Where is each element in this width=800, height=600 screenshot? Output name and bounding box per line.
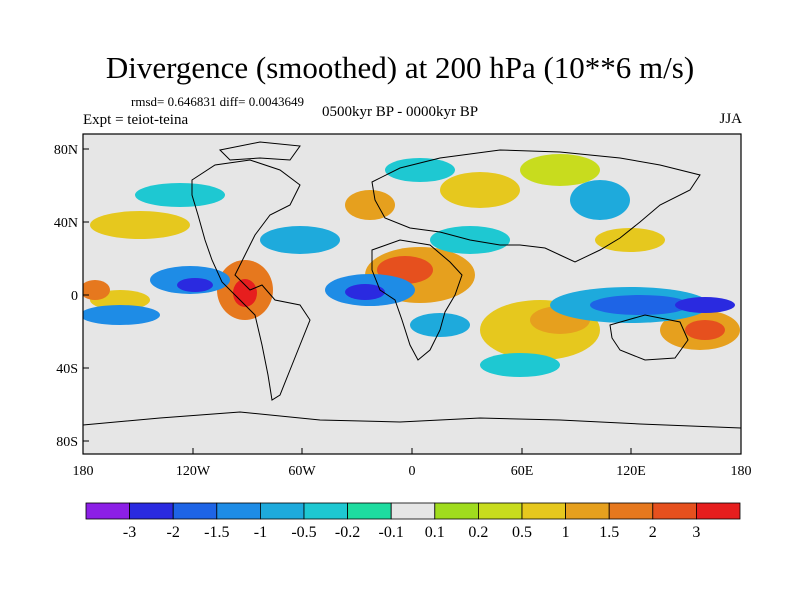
divergence-patch (233, 279, 257, 307)
africa-coastline (371, 239, 463, 361)
colorbar-label: -0.1 (379, 524, 404, 541)
divergence-patch (440, 172, 520, 208)
greenland-arctic-coastline (218, 141, 301, 161)
americas-coastline (191, 159, 311, 401)
divergence-patch (90, 211, 190, 239)
colorbar-swatch (652, 502, 697, 520)
y-tick-label: 80S (56, 435, 78, 450)
colorbar: -3 -2 -1.5 -1 -0.5 -0.2 -0.1 0.1 0.2 0.5 1 1.5 2 3 (85, 502, 741, 541)
colorbar-label: -1 (254, 524, 267, 541)
colorbar-label: 0.1 (425, 524, 445, 541)
convergence-patch (260, 226, 340, 254)
convergence-patch (570, 180, 630, 220)
colorbar-swatch (303, 502, 348, 520)
x-tick-label: 120E (616, 464, 646, 479)
colorbar-label: 0.2 (468, 524, 488, 541)
colorbar-swatch (259, 502, 305, 520)
experiment-label: Expt = teiot-teina (83, 112, 189, 128)
colorbar-label: -3 (123, 524, 136, 541)
colorbar-swatch (172, 502, 218, 520)
x-tick-label: 180 (73, 464, 94, 479)
divergence-patch (685, 320, 725, 340)
colorbar-label: -1.5 (204, 524, 229, 541)
colorbar-swatch (390, 502, 436, 520)
x-tick-label: 0 (409, 464, 416, 479)
colorbar-swatch (696, 502, 741, 520)
divergence-patch (520, 154, 600, 186)
colorbar-swatch (85, 502, 130, 520)
colorbar-label: 0.5 (512, 524, 532, 541)
colorbar-swatch (477, 502, 523, 520)
colorbar-swatch (216, 502, 261, 520)
period-label: 0500kyr BP - 0000kyr BP (322, 104, 479, 120)
antarctica-coastline (83, 411, 741, 429)
y-tick-label: 40S (56, 362, 78, 377)
colorbar-label: -0.2 (335, 524, 360, 541)
x-tick-label: 180 (731, 464, 752, 479)
colorbar-swatch (434, 502, 479, 520)
convergence-patch (410, 313, 470, 337)
convergence-patch (385, 158, 455, 182)
y-tick-label: 0 (71, 289, 78, 304)
axis-ticks (82, 148, 742, 454)
convergence-patch (83, 305, 160, 325)
colorbar-label: 3 (692, 524, 700, 541)
y-tick-labels: 80N 40N 0 40S 80S (54, 143, 78, 450)
divergence-patch (345, 190, 395, 220)
y-tick-label: 40N (54, 216, 78, 231)
chart-title: Divergence (smoothed) at 200 hPa (10**6 … (105, 50, 695, 85)
x-tick-label: 60E (511, 464, 534, 479)
convergence-patch (345, 284, 385, 300)
convergence-patch (135, 183, 225, 207)
colorbar-swatch (608, 502, 654, 520)
colorbar-label: 1 (562, 524, 570, 541)
coastlines (83, 141, 741, 429)
convergence-patch (177, 278, 213, 292)
divergence-patch (595, 228, 665, 252)
colorbar-swatch (347, 502, 392, 520)
colorbar-label: -0.5 (291, 524, 316, 541)
convergence-patch (590, 295, 690, 315)
divergence-field (83, 134, 741, 454)
convergence-patch (480, 353, 560, 377)
x-tick-labels: 180 120W 60W 0 60E 120E 180 (73, 464, 752, 479)
eurasia-coastline (371, 149, 701, 263)
colorbar-swatch (565, 502, 610, 520)
y-tick-label: 80N (54, 143, 78, 158)
x-tick-label: 60W (288, 464, 316, 479)
x-tick-label: 120W (176, 464, 211, 479)
australia-coastline (609, 314, 689, 361)
colorbar-label: -2 (167, 524, 180, 541)
colorbar-label: 1.5 (599, 524, 619, 541)
colorbar-label: 2 (649, 524, 657, 541)
colorbar-swatch (129, 502, 174, 520)
stats-label: rmsd= 0.646831 diff= 0.0043649 (131, 94, 304, 109)
colorbar-swatch (521, 502, 566, 520)
convergence-patch (675, 297, 735, 313)
season-label: JJA (719, 111, 742, 127)
divergence-patch (83, 280, 110, 300)
